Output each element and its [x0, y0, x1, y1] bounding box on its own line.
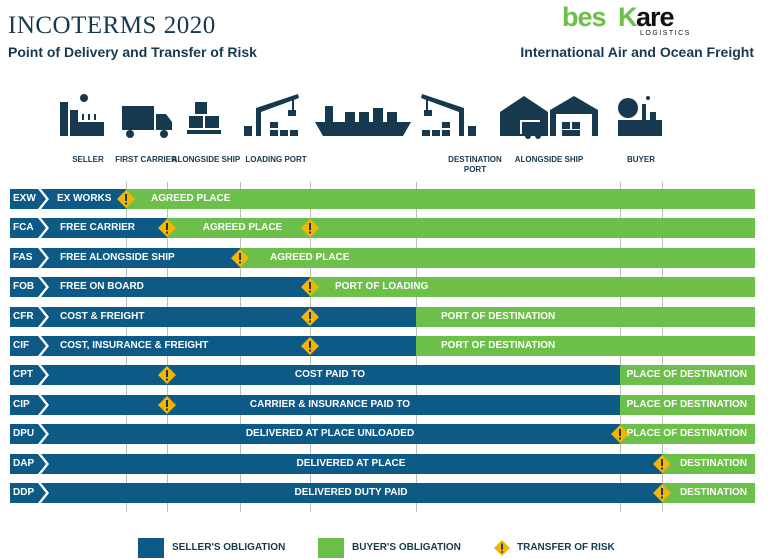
- chevron-right-icon: [38, 483, 49, 503]
- buyer-obligation-bar: PLACE OF DESTINATION: [620, 365, 755, 386]
- stage-label: LOADING PORT: [245, 155, 307, 164]
- chevron-right-icon: [38, 306, 49, 327]
- page-subtitle: Point of Delivery and Transfer of Risk: [8, 44, 257, 60]
- seller-obligation-bar: FREE CARRIER: [40, 218, 167, 239]
- buyer-obligation-bar: PORT OF LOADING: [310, 277, 755, 298]
- term-row-dpu: DELIVERED AT PLACE UNLOADED PLACE OF DEST…: [10, 424, 755, 445]
- term-row-fob: FREE ON BOARD PORT OF LOADING FOB: [10, 277, 755, 298]
- transfer-of-risk-icon: [158, 219, 176, 238]
- term-code: CIP: [10, 394, 40, 415]
- term-row-cpt: COST PAID TO PLACE OF DESTINATION CPT: [10, 365, 755, 386]
- chevron-right-icon: [38, 424, 49, 445]
- stage-label: DESTINATION PORT: [448, 155, 502, 174]
- legend-buyer-swatch: [318, 538, 344, 558]
- seller-obligation-bar: COST, INSURANCE & FREIGHT: [40, 336, 416, 356]
- chevron-right-icon: [38, 189, 49, 209]
- term-row-ddp: DELIVERED DUTY PAID DESTINATION DDP: [10, 483, 755, 503]
- term-row-dap: DELIVERED AT PLACE DESTINATION DAP: [10, 453, 755, 474]
- plant-icon: [618, 96, 662, 136]
- stage-label: ALONGSIDE SHIP: [514, 155, 584, 164]
- port-crane-icon: [244, 94, 299, 136]
- term-row-cif: COST, INSURANCE & FREIGHT PORT OF DESTINA…: [10, 336, 755, 356]
- term-row-cfr: COST & FREIGHT PORT OF DESTINATION CFR: [10, 306, 755, 327]
- legend-risk: TRANSFER OF RISK: [517, 542, 615, 553]
- transfer-of-risk-icon: [653, 454, 671, 473]
- chevron-right-icon: [38, 394, 49, 415]
- warehouse-truck-icon: [500, 96, 548, 139]
- term-code: FCA: [10, 218, 40, 239]
- seller-obligation-bar: EX WORKS: [40, 189, 126, 209]
- logo-text: are: [636, 2, 675, 32]
- transfer-of-risk-icon: [611, 425, 629, 444]
- page-title: INCOTERMS 2020: [8, 12, 216, 39]
- seller-obligation-bar: COST & FREIGHT: [40, 306, 416, 327]
- term-row-cip: CARRIER & INSURANCE PAID TO PLACE OF DEST…: [10, 394, 755, 415]
- logo-text: bes: [562, 2, 607, 32]
- term-code: DAP: [10, 453, 40, 474]
- chevron-right-icon: [38, 336, 49, 356]
- buyer-obligation-bar: PORT OF DESTINATION: [416, 306, 755, 327]
- stage-label: ALONGSIDE SHIP: [171, 155, 241, 164]
- term-code: CFR: [10, 306, 40, 327]
- transfer-of-risk-icon: [117, 190, 135, 208]
- warning-diamond-icon: [494, 540, 510, 556]
- transfer-of-risk-icon: [231, 248, 249, 267]
- term-row-fca: FREE CARRIER AGREED PLACE FCA: [10, 218, 755, 239]
- chevron-right-icon: [38, 277, 49, 298]
- transfer-of-risk-icon: [301, 219, 319, 238]
- seller-obligation-bar: DELIVERED DUTY PAID: [40, 483, 662, 503]
- seller-obligation-bar: DELIVERED AT PLACE: [40, 453, 662, 474]
- legend-seller-swatch: [138, 538, 164, 558]
- warehouse-icon: [550, 96, 598, 136]
- term-code: FAS: [10, 247, 40, 268]
- stage-label: SELLER: [72, 155, 104, 164]
- seller-obligation-bar: FREE ON BOARD: [40, 277, 310, 298]
- transfer-of-risk-icon: [301, 307, 319, 326]
- term-code: FOB: [10, 277, 40, 298]
- term-row-fas: FREE ALONGSIDE SHIP AGREED PLACE FAS: [10, 247, 755, 268]
- legend-buyer: BUYER'S OBLIGATION: [352, 542, 461, 553]
- seller-obligation-bar: CARRIER & INSURANCE PAID TO: [40, 394, 620, 415]
- logo-subtext: LOGISTICS: [640, 30, 691, 37]
- seller-obligation-bar: DELIVERED AT PLACE UNLOADED: [40, 424, 620, 445]
- transfer-of-risk-icon: [158, 366, 176, 385]
- chevron-right-icon: [38, 218, 49, 239]
- chevron-right-icon: [38, 453, 49, 474]
- pallet-boxes-icon: [187, 102, 221, 134]
- buyer-obligation-bar: AGREED PLACE: [126, 189, 755, 209]
- transfer-of-risk-icon: [653, 484, 671, 502]
- buyer-obligation-bar: [309, 218, 755, 239]
- legend-seller: SELLER'S OBLIGATION: [172, 542, 286, 553]
- stage-label: FIRST CARRIER: [115, 155, 177, 164]
- seller-obligation-bar: FREE ALONGSIDE SHIP: [40, 247, 240, 268]
- truck-icon: [122, 106, 172, 138]
- logo-text: K: [618, 2, 638, 32]
- term-code: CIF: [10, 336, 40, 356]
- transfer-of-risk-icon: [301, 278, 319, 297]
- port-crane-icon: [421, 94, 476, 136]
- chevron-right-icon: [38, 365, 49, 386]
- transfer-of-risk-icon: [158, 395, 176, 414]
- buyer-obligation-bar: AGREED PLACE: [167, 218, 310, 239]
- term-code: DPU: [10, 424, 40, 445]
- tagline: International Air and Ocean Freight: [520, 44, 754, 60]
- factory-icon: [60, 94, 104, 136]
- buyer-obligation-bar: AGREED PLACE: [240, 247, 755, 268]
- chevron-right-icon: [38, 247, 49, 268]
- term-code: CPT: [10, 365, 40, 386]
- stage-label: BUYER: [626, 155, 655, 164]
- buyer-obligation-bar: PORT OF DESTINATION: [416, 336, 755, 356]
- cargo-ship-icon: [315, 106, 411, 136]
- term-code: EXW: [10, 189, 40, 209]
- beskare-logo: bes K are LOGISTICS: [562, 2, 692, 38]
- buyer-obligation-bar: DESTINATION: [662, 453, 755, 474]
- buyer-obligation-bar: DESTINATION: [662, 483, 755, 503]
- transfer-of-risk-icon: [301, 337, 319, 355]
- term-row-exw: EX WORKS AGREED PLACE EXW: [10, 189, 755, 209]
- buyer-obligation-bar: PLACE OF DESTINATION: [620, 394, 755, 415]
- buyer-obligation-bar: PLACE OF DESTINATION: [620, 424, 755, 445]
- seller-obligation-bar: COST PAID TO: [40, 365, 620, 386]
- term-code: DDP: [10, 483, 40, 503]
